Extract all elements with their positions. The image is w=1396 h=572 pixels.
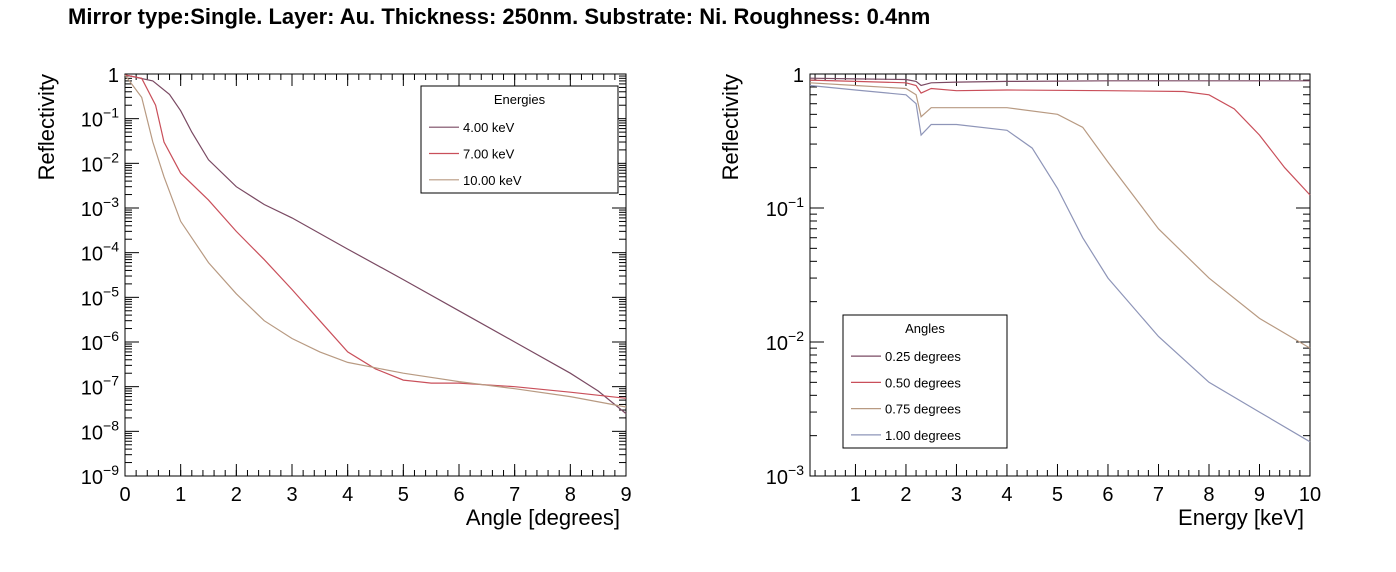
legend-box	[420, 85, 619, 194]
legend-label-1: 4.00 keV	[463, 120, 515, 135]
y-tick-label: 10−4	[81, 239, 119, 266]
legend-label-4: 1.00 degrees	[885, 428, 961, 443]
legend-label-3: 10.00 keV	[463, 173, 522, 188]
y-tick-label: 10−3	[766, 462, 804, 489]
plot-frame	[809, 73, 1311, 477]
x-tick-label: 10	[1299, 484, 1321, 506]
y-tick-label: 10−6	[81, 328, 119, 355]
x-tick-label: 8	[565, 484, 576, 506]
x-tick-label: 7	[509, 484, 520, 506]
legend-title: Energies	[494, 92, 546, 107]
series-line-3	[124, 74, 627, 408]
y-tick-label: 10−8	[81, 417, 119, 444]
legend-label-1: 0.25 degrees	[885, 349, 961, 364]
x-tick-label: 7	[1153, 484, 1164, 506]
y-tick-label: 10−3	[81, 194, 119, 221]
y-tick-label: 10−2	[766, 328, 804, 355]
x-tick-label: 2	[900, 484, 911, 506]
y-tick-label: 10−9	[81, 462, 119, 489]
y-axis-title: Reflectivity	[34, 74, 59, 180]
y-tick-label: 10−2	[81, 149, 119, 176]
y-tick-label: 10−5	[81, 283, 119, 310]
x-tick-label: 6	[453, 484, 464, 506]
y-tick-label: 1	[108, 65, 119, 87]
x-axis-title: Angle [degrees]	[466, 505, 620, 530]
x-axis-title: Energy [keV]	[1178, 505, 1304, 530]
y-tick-label: 10−1	[81, 105, 119, 132]
left-plot-angle: 0 1 2 3 4 5 6 7 8 9 1 10−1 10−2 10−3 10−4 10−5 10−6 10−7 1…	[34, 65, 632, 530]
series-line-1	[809, 77, 1310, 87]
x-tick-label: 3	[951, 484, 962, 506]
plot-frame	[124, 73, 627, 477]
legend-box	[842, 314, 1008, 449]
x-tick-label: 5	[398, 484, 409, 506]
x-tick-label: 1	[175, 484, 186, 506]
x-tick-label: 4	[1001, 484, 1012, 506]
legend-title: Angles	[905, 321, 945, 336]
x-tick-label: 0	[119, 484, 130, 506]
series-line-1	[124, 74, 627, 415]
x-tick-label: 4	[342, 484, 353, 506]
x-tick-label: 1	[850, 484, 861, 506]
series-line-2	[809, 79, 1311, 196]
series-line-3	[809, 82, 1311, 349]
y-axis-title: Reflectivity	[718, 74, 743, 180]
x-tick-label: 3	[286, 484, 297, 506]
y-tick-label: 1	[793, 65, 804, 87]
right-plot-energy: 1 2 3 4 5 6 7 8 9 10 1 10−1 10−2 10−3 Energy [keV] Refl…	[718, 65, 1321, 530]
x-tick-label: 9	[620, 484, 631, 506]
x-tick-label: 5	[1052, 484, 1063, 506]
legend-label-2: 0.50 degrees	[885, 375, 961, 390]
legend-label-2: 7.00 keV	[463, 147, 515, 162]
legend-label-3: 0.75 degrees	[885, 402, 961, 417]
x-tick-label: 8	[1203, 484, 1214, 506]
x-tick-label: 6	[1102, 484, 1113, 506]
y-tick-label: 10−1	[766, 194, 804, 221]
x-tick-label: 2	[231, 484, 242, 506]
y-tick-label: 10−7	[81, 373, 119, 400]
series-line-4	[809, 84, 1311, 443]
series-line-2	[124, 74, 627, 399]
x-tick-label: 9	[1254, 484, 1265, 506]
figure-title: Mirror type:Single. Layer: Au. Thickness…	[68, 4, 931, 29]
